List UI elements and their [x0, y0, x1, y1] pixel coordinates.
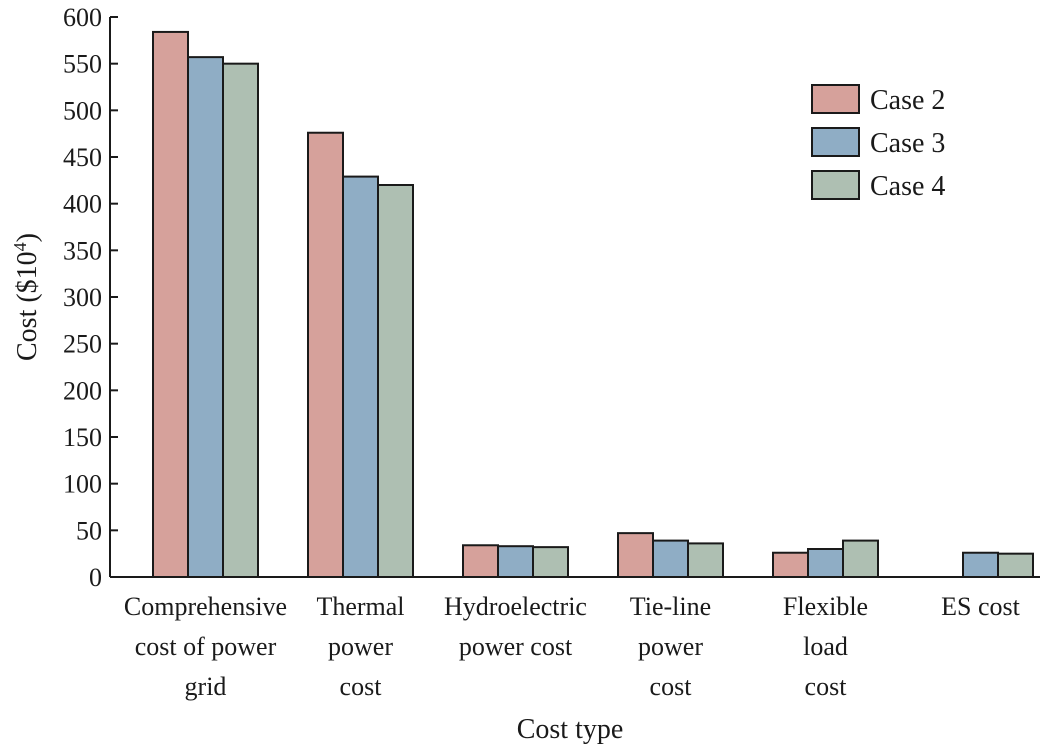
bar-case-2 — [152, 30, 189, 578]
y-tick-label: 0 — [89, 563, 102, 592]
x-category-label-line: ES cost — [941, 592, 1021, 621]
bar-case-2 — [617, 532, 654, 579]
x-category-label: Hydroelectric power cost — [444, 592, 587, 661]
y-axis-title: Cost ($104) — [10, 233, 43, 361]
x-category-label-line: Comprehensive — [124, 592, 287, 621]
bars-group — [152, 30, 1034, 579]
bar-case-4 — [377, 184, 414, 578]
y-axis-title-superscript: 4 — [10, 242, 30, 251]
bar-case-4 — [842, 539, 879, 578]
bar-case-3 — [497, 545, 534, 579]
y-tick-label: 150 — [63, 423, 102, 452]
legend-label: Case 4 — [870, 171, 945, 202]
x-category-label-line: Thermal — [316, 592, 404, 621]
x-category-label-line: Tie-line — [630, 592, 711, 621]
y-tick-label: 50 — [76, 516, 102, 545]
legend-label: Case 2 — [870, 85, 945, 116]
bar-case-3 — [342, 175, 379, 578]
y-axis-title-suffix: ) — [12, 233, 43, 242]
bar-case-4 — [532, 546, 569, 579]
x-category-label-line: cost — [805, 672, 848, 701]
legend-swatch — [811, 170, 860, 200]
y-tick-label: 100 — [63, 470, 102, 499]
bar-case-3 — [187, 56, 224, 578]
x-category-label-line: Hydroelectric — [444, 592, 587, 621]
y-tick-label: 600 — [63, 3, 102, 32]
bar-case-2 — [772, 551, 809, 579]
x-category-label-line: load — [803, 632, 848, 661]
x-category-label: Comprehensive cost of power grid — [124, 592, 287, 701]
y-axis-title-main: Cost ($10 — [12, 251, 43, 361]
y-tick-label: 350 — [63, 236, 102, 265]
y-tick-label: 450 — [63, 143, 102, 172]
legend-swatch — [811, 84, 860, 114]
bar-case-3 — [652, 539, 689, 578]
y-tick-label: 300 — [63, 283, 102, 312]
y-tick-label: 200 — [63, 376, 102, 405]
bar-case-3 — [962, 551, 999, 579]
y-tick-label: 400 — [63, 190, 102, 219]
y-tick-label: 500 — [63, 96, 102, 125]
x-category-label-line: cost — [650, 672, 693, 701]
bar-case-2 — [462, 544, 499, 578]
legend: Case 2 Case 3 Case 4 — [811, 84, 945, 202]
legend-swatch — [811, 127, 860, 157]
x-category-label: Thermal power cost — [316, 592, 404, 701]
y-tick-label: 550 — [63, 50, 102, 79]
x-category-label-line: cost — [340, 672, 383, 701]
bar-case-4 — [687, 542, 724, 579]
category-labels-group: Comprehensive cost of power grid Thermal pow… — [124, 592, 1021, 701]
bar-case-2 — [307, 131, 344, 578]
x-category-label-line: grid — [185, 672, 227, 701]
x-axis-title: Cost type — [517, 714, 624, 745]
legend-label: Case 3 — [870, 128, 945, 159]
x-category-label: Tie-line power cost — [630, 592, 711, 701]
x-category-label-line: Flexible — [783, 592, 868, 621]
x-category-label: ES cost — [941, 592, 1021, 621]
bar-case-4 — [997, 552, 1034, 579]
bar-case-4 — [222, 62, 259, 578]
x-category-label-line: power — [328, 632, 393, 661]
x-category-label-line: cost of power — [135, 632, 277, 661]
y-ticks-group: 0 50 100 150 200 250 300 350 400 450 500 550 600 — [63, 3, 118, 592]
x-category-label-line: power — [638, 632, 703, 661]
x-category-label: Flexible load cost — [783, 592, 868, 701]
y-tick-label: 250 — [63, 330, 102, 359]
x-category-label-line: power cost — [459, 632, 573, 661]
bar-case-3 — [807, 548, 844, 578]
